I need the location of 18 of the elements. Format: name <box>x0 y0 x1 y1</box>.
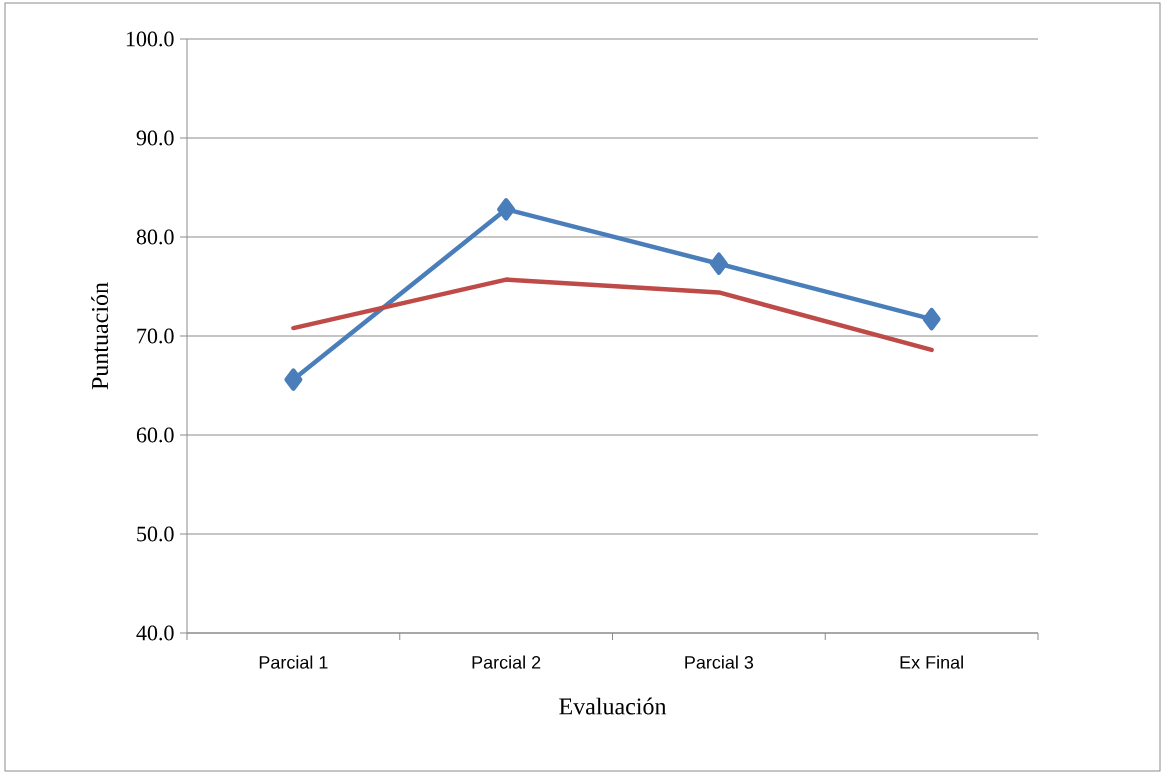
y-tick-label: 70.0 <box>137 328 174 344</box>
x-tick-label: Ex Final <box>900 655 963 669</box>
x-tick-label: Parcial 3 <box>685 655 754 669</box>
y-axis-title: Puntuación <box>91 282 109 390</box>
point <box>284 368 303 391</box>
y-tick-label: 40.0 <box>136 625 174 641</box>
y-tick-label: 80.0 <box>136 229 174 245</box>
x-tick-label: Parcial 2 <box>472 655 541 669</box>
y-tick-label: 50.0 <box>137 526 174 542</box>
point <box>922 307 941 331</box>
x-tick-label: Parcial 1 <box>259 655 328 669</box>
y-tick-label: 100.0 <box>126 31 174 47</box>
y-tick-label: 90.0 <box>136 130 174 146</box>
point <box>709 252 728 275</box>
point <box>497 198 516 221</box>
line-series <box>291 277 934 353</box>
x-axis-title: Evaluación <box>559 697 667 715</box>
y-tick-label: 60.0 <box>136 427 174 443</box>
